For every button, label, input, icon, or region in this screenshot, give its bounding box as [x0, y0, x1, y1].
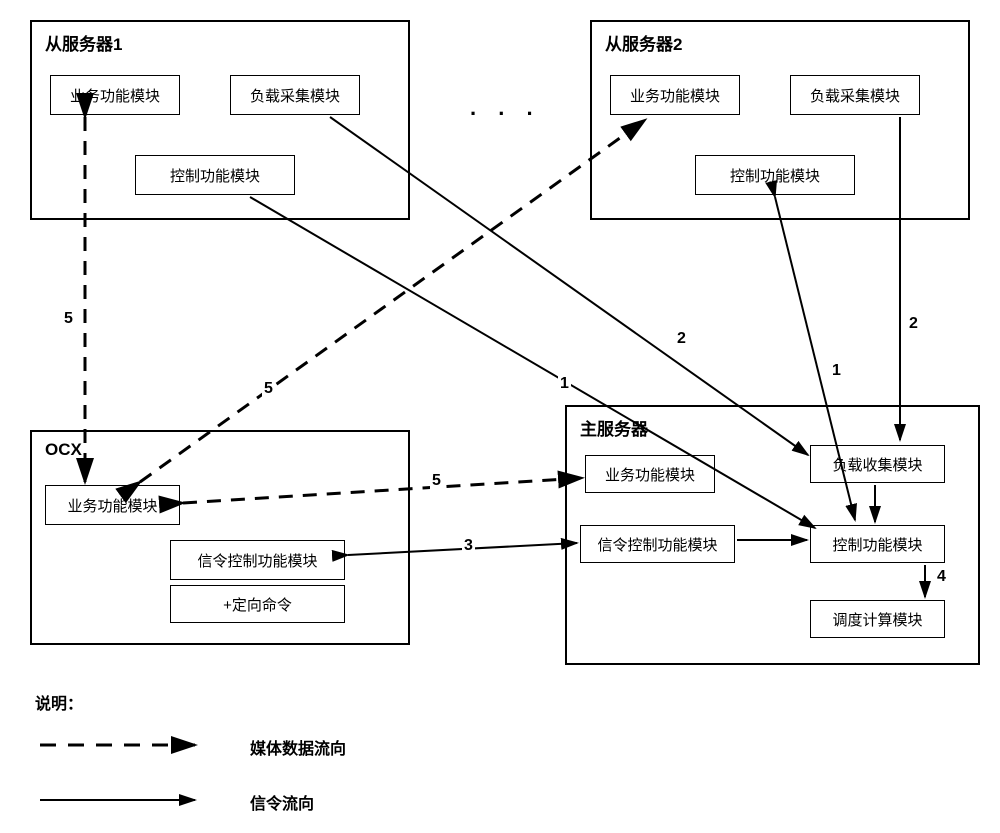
edge-label-4: 4 — [935, 568, 948, 586]
edge-label-1a: 1 — [558, 375, 571, 393]
edge-label-2a: 2 — [675, 330, 688, 348]
slave2-title: 从服务器2 — [605, 30, 682, 55]
edge-label-5c: 5 — [430, 472, 443, 490]
master-title: 主服务器 — [580, 415, 648, 440]
master-biz-module: 业务功能模块 — [585, 455, 715, 493]
slave1-load-module: 负载采集模块 — [230, 75, 360, 115]
slave2-load-module: 负载采集模块 — [790, 75, 920, 115]
legend-media: 媒体数据流向 — [250, 735, 346, 759]
edge-label-1b: 1 — [830, 362, 843, 380]
edge-label-3: 3 — [462, 537, 475, 555]
slave1-ctrl-module: 控制功能模块 — [135, 155, 295, 195]
slave2-ctrl-module: 控制功能模块 — [695, 155, 855, 195]
edge-label-5a: 5 — [62, 310, 75, 328]
ocx-redir-module: +定向命令 — [170, 585, 345, 623]
ocx-title: OCX — [45, 440, 82, 460]
master-ctrl-module: 控制功能模块 — [810, 525, 945, 563]
ocx-sig-module: 信令控制功能模块 — [170, 540, 345, 580]
ocx-biz-module: 业务功能模块 — [45, 485, 180, 525]
slave2-biz-module: 业务功能模块 — [610, 75, 740, 115]
diagram-root: 从服务器1 业务功能模块 负载采集模块 控制功能模块 . . . 从服务器2 业… — [0, 0, 1000, 833]
master-sig-module: 信令控制功能模块 — [580, 525, 735, 563]
master-sched-module: 调度计算模块 — [810, 600, 945, 638]
edge-label-2b: 2 — [907, 315, 920, 333]
edge-label-5b: 5 — [262, 380, 275, 398]
ellipsis: . . . — [470, 95, 541, 121]
master-loadrx-module: 负载收集模块 — [810, 445, 945, 483]
legend-sig: 信令流向 — [250, 790, 314, 814]
slave1-biz-module: 业务功能模块 — [50, 75, 180, 115]
slave1-title: 从服务器1 — [45, 30, 122, 55]
legend-title: 说明： — [35, 690, 83, 714]
